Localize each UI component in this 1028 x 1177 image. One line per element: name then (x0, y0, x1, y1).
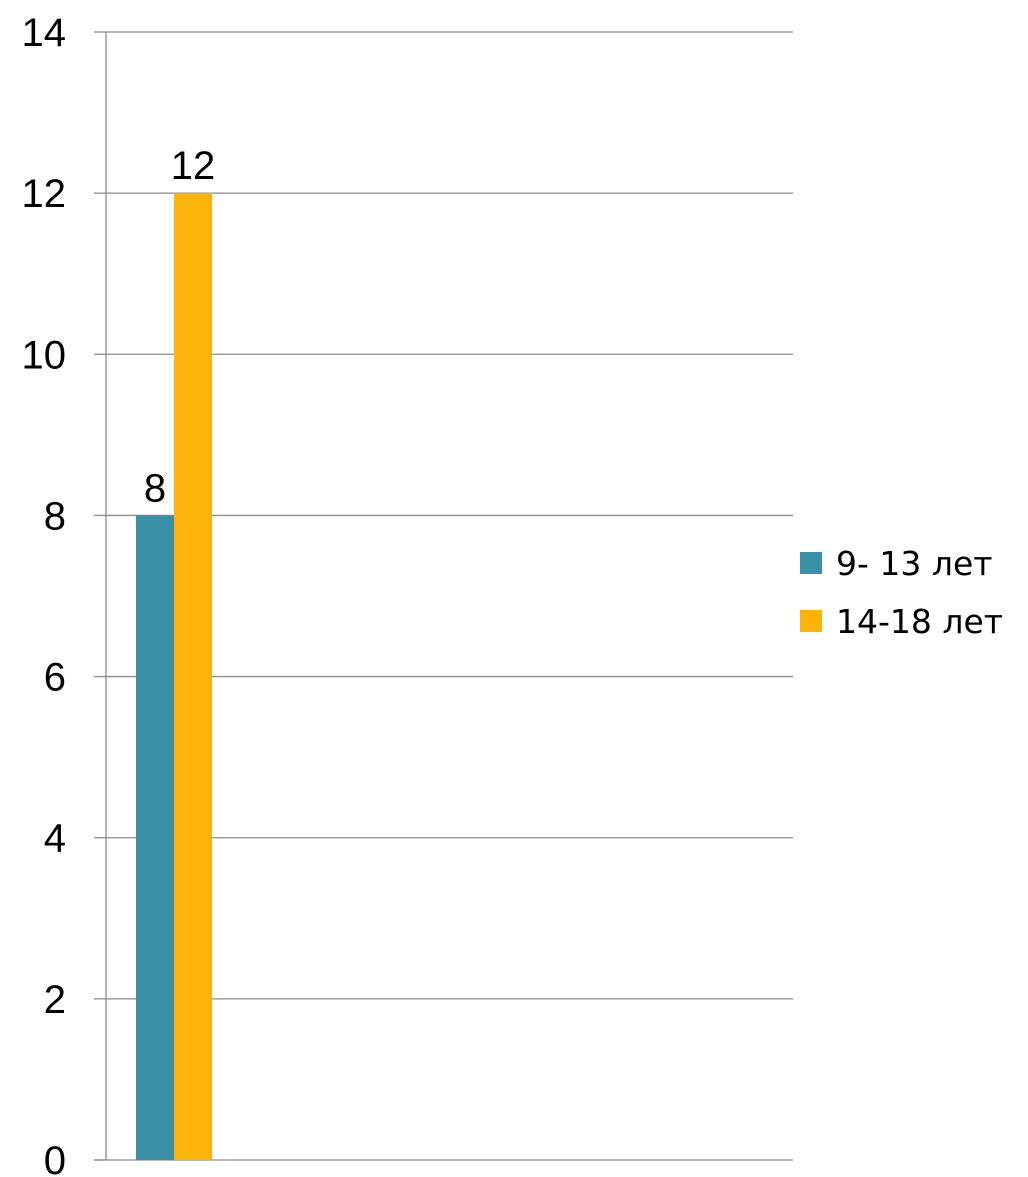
y-tick-label-0: 0 (44, 1139, 66, 1177)
bar-series-1-category-1 (136, 515, 174, 1160)
legend-item-series-2: 14-18 лет (800, 602, 1028, 660)
y-tick-label-12: 12 (22, 172, 67, 216)
data-label-series-2: 12 (171, 144, 216, 188)
legend-label-series-1: 9- 13 лет (836, 544, 993, 583)
y-tick-label-6: 6 (44, 656, 66, 700)
legend-swatch-series-2 (800, 610, 822, 632)
legend: 9- 13 лет 14-18 лет (800, 544, 1028, 660)
y-tick-label-8: 8 (44, 494, 66, 538)
bar-series-2-category-1 (174, 193, 212, 1161)
y-axis-tick-labels: 0 2 4 6 8 10 12 14 (22, 11, 67, 1177)
data-labels: 8 12 (144, 144, 215, 510)
legend-label-series-2: 14-18 лет (836, 602, 1003, 641)
y-tick-label-4: 4 (44, 817, 66, 861)
data-label-series-1: 8 (144, 466, 166, 510)
bars (136, 193, 212, 1161)
legend-item-series-1: 9- 13 лет (800, 544, 1028, 602)
gridlines (106, 31, 793, 1000)
y-tick-label-10: 10 (22, 333, 67, 377)
y-tick-label-14: 14 (22, 11, 67, 55)
legend-swatch-series-1 (800, 552, 822, 574)
y-tick-label-2: 2 (44, 978, 66, 1022)
